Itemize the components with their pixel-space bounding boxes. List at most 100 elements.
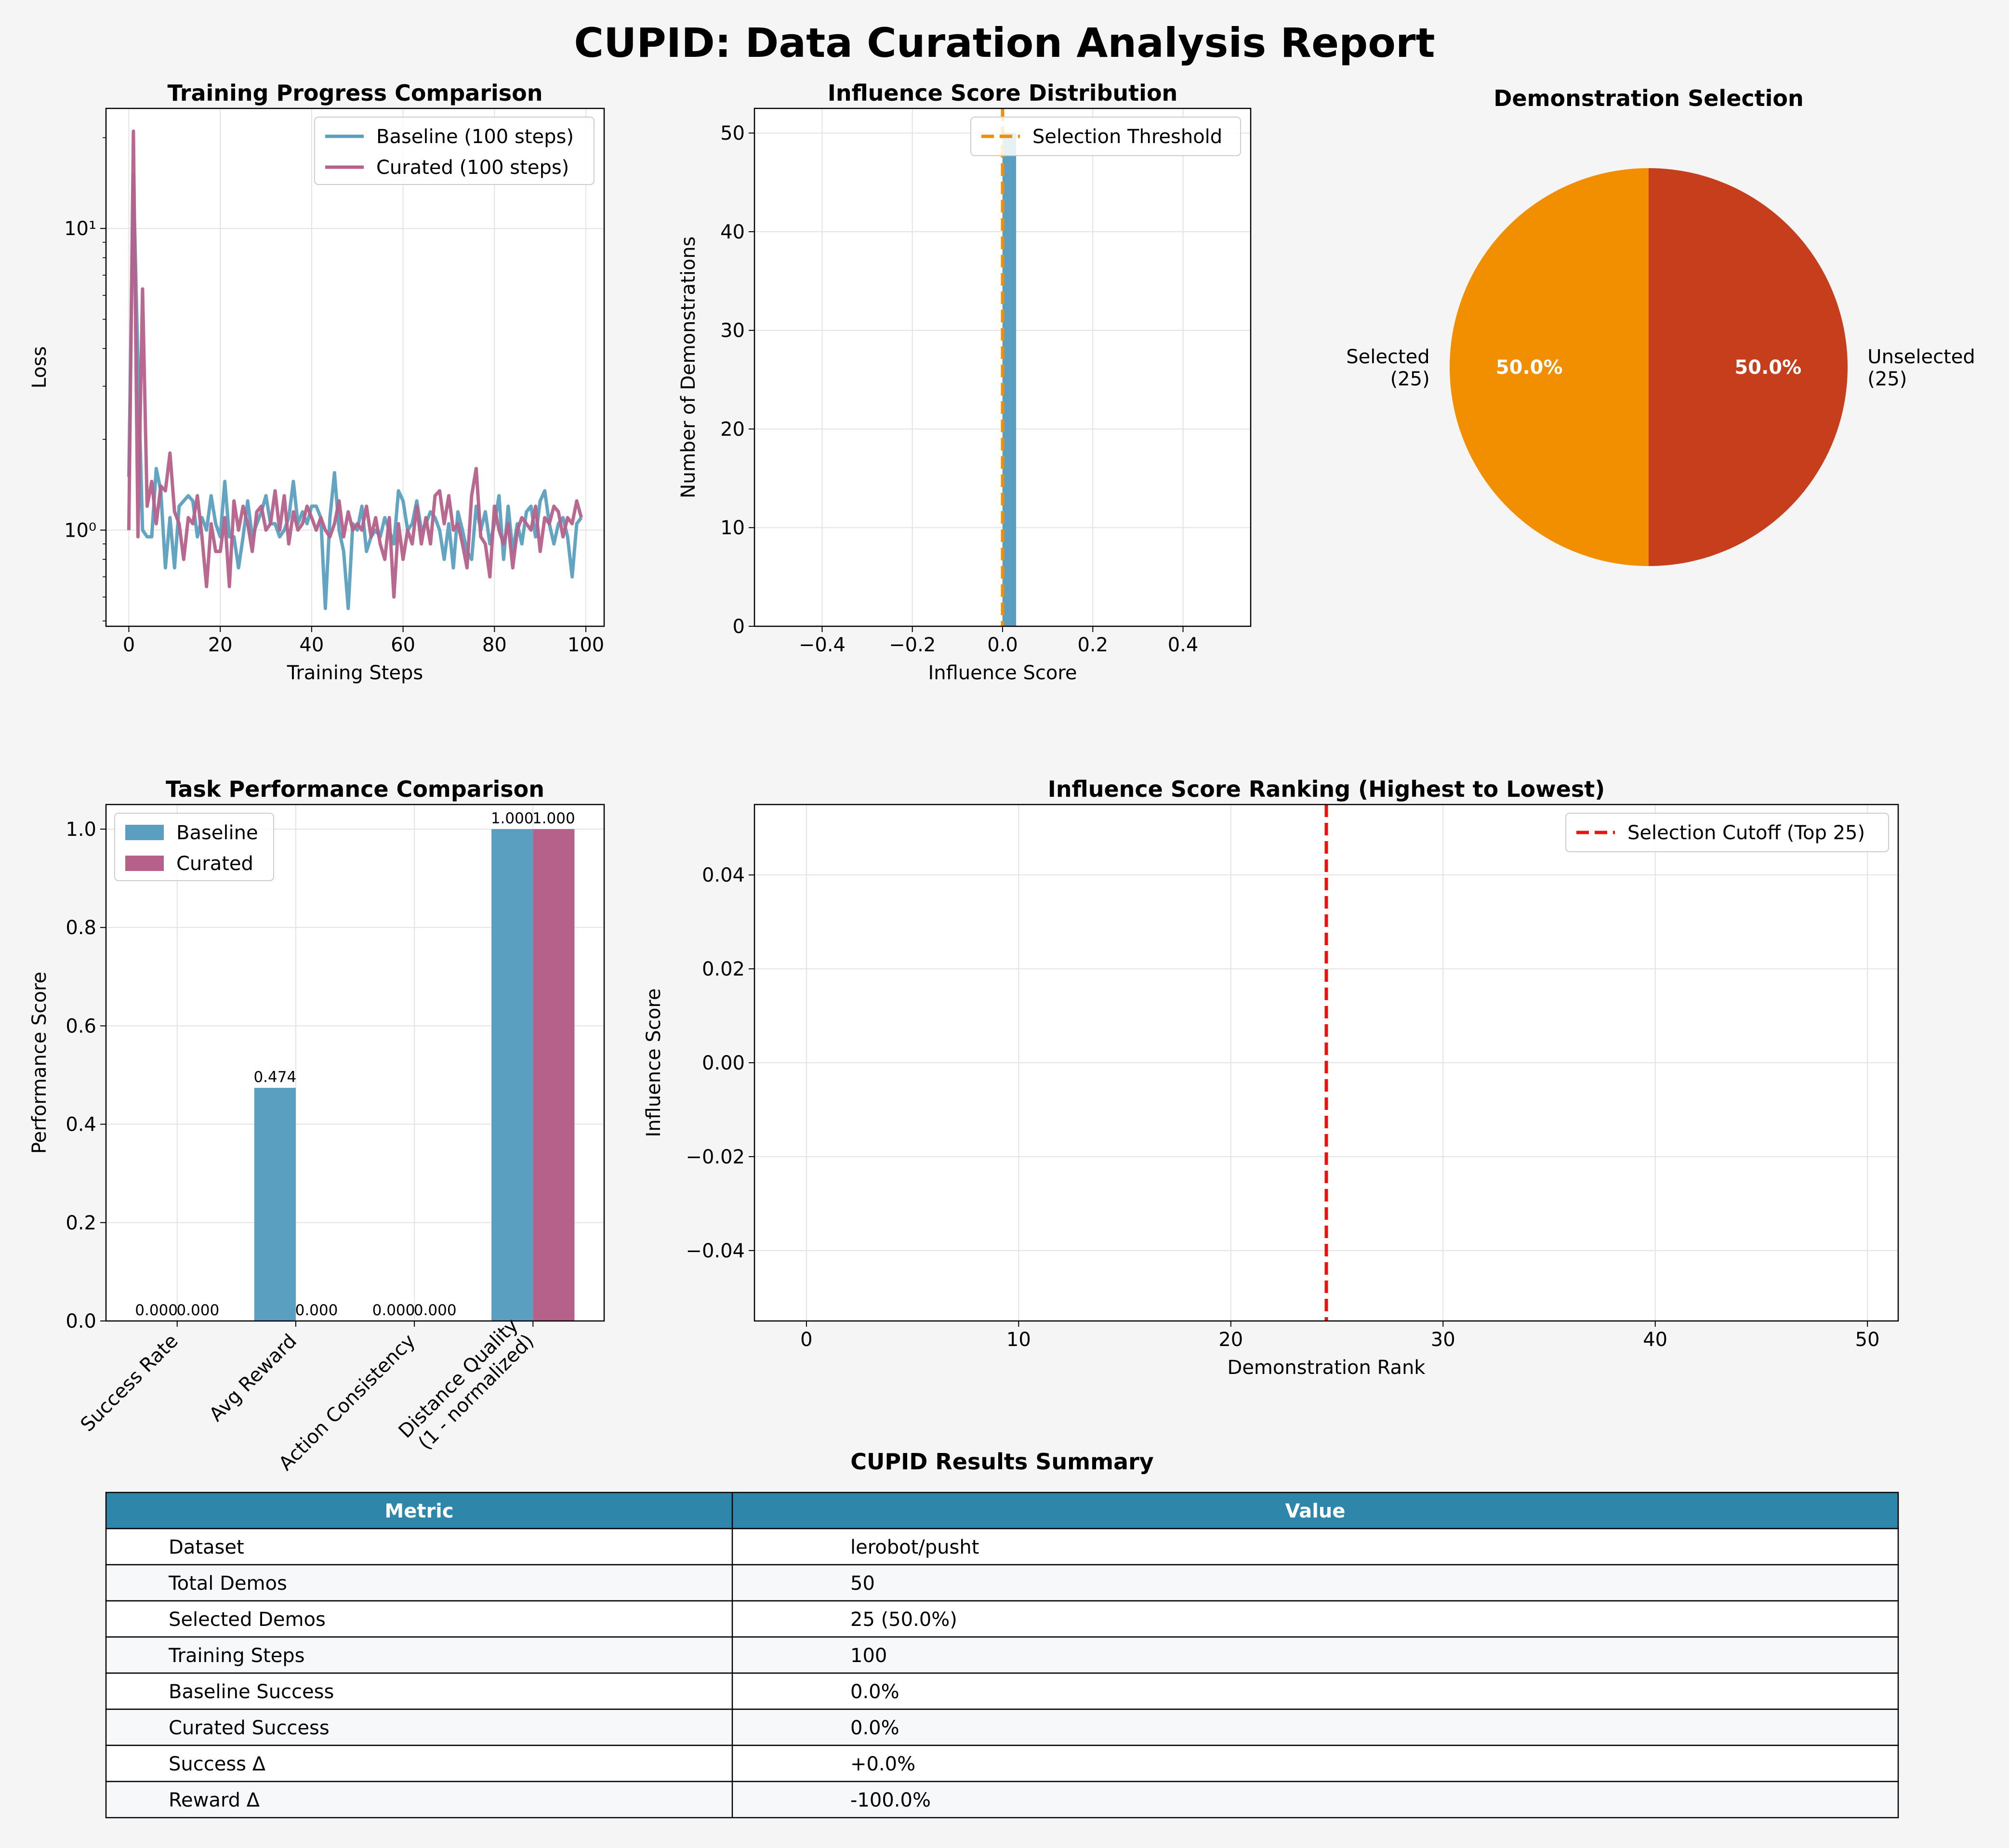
table-cell-metric: Dataset <box>169 1536 244 1558</box>
y-tick-label: 0.02 <box>702 958 745 980</box>
x-tick-label: 0 <box>800 1329 812 1351</box>
x-axis-label: Demonstration Rank <box>1228 1357 1426 1379</box>
legend-label: Selection Cutoff (Top 25) <box>1627 822 1865 844</box>
y-axis-label: Performance Score <box>28 972 51 1154</box>
bar-value-label: 1.000 <box>491 810 534 827</box>
x-tick-label: 10 <box>1006 1329 1031 1351</box>
x-tick-label: 0.2 <box>1077 634 1108 656</box>
y-tick-label: 0.00 <box>702 1052 745 1074</box>
x-tick-label: 50 <box>1855 1329 1880 1351</box>
pie-slice-selected <box>1450 168 1649 566</box>
table-cell-metric: Curated Success <box>169 1717 330 1739</box>
pie-slice-count: (25) <box>1867 368 1907 390</box>
y-axis-label: Loss <box>28 346 51 389</box>
table-cell-metric: Total Demos <box>168 1572 287 1595</box>
chart-title: Influence Score Ranking (Highest to Lowe… <box>1048 776 1605 802</box>
table-cell-metric: Training Steps <box>168 1645 304 1667</box>
axes-frame <box>753 804 1899 1322</box>
chart-title: Training Progress Comparison <box>167 80 542 106</box>
table-header-metric: Metric <box>384 1500 453 1522</box>
chart-title: Task Performance Comparison <box>166 776 544 802</box>
selection-pie-chart: Demonstration Selection50.0%Selected(25)… <box>1346 85 1975 566</box>
table-cell-value: 50 <box>850 1572 875 1595</box>
legend-box <box>1565 813 1889 852</box>
bar-value-label: 0.474 <box>253 1069 296 1086</box>
y-tick-label: 10 <box>720 517 745 539</box>
x-tick-label: 40 <box>1643 1329 1667 1351</box>
y-tick-label: 30 <box>720 320 745 342</box>
x-tick-label: 30 <box>1431 1329 1455 1351</box>
axes-frame <box>753 107 1252 627</box>
pie-slice-label: Selected <box>1346 346 1429 368</box>
bar-value-label: 1.000 <box>532 810 575 827</box>
legend-swatch <box>125 856 164 871</box>
table-cell-value: 25 (50.0%) <box>850 1609 957 1631</box>
pie-slice-count: (25) <box>1390 368 1430 390</box>
training-progress-chart: 0 20 40 60 80 100 10⁰ 10¹ Training Progress Comp… <box>28 80 605 684</box>
legend-label: Baseline <box>176 822 258 844</box>
y-tick-label: 0.04 <box>702 864 745 886</box>
x-tick-label: 0.0 <box>987 634 1018 656</box>
table-cell-metric: Baseline Success <box>169 1681 334 1703</box>
y-tick-label: 50 <box>720 122 745 145</box>
page-title: CUPID: Data Curation Analysis Report <box>574 19 1435 66</box>
table-cell-value: 0.0% <box>850 1717 899 1739</box>
y-tick-label: 0 <box>733 616 745 638</box>
histogram-bar <box>1003 133 1017 626</box>
bar-value-label: 0.000 <box>176 1302 219 1319</box>
y-tick-label: 0.2 <box>66 1212 96 1234</box>
table-cell-value: 0.0% <box>850 1681 899 1703</box>
table-cell-metric: Reward Δ <box>169 1789 260 1811</box>
table-header-row <box>105 1492 1899 1530</box>
y-tick-label: −0.02 <box>686 1146 745 1168</box>
bar-baseline <box>491 829 533 1321</box>
table-cell-metric: Selected Demos <box>169 1609 326 1631</box>
table-row <box>105 1528 1899 1566</box>
y-tick-label: 0.0 <box>66 1310 96 1333</box>
chart-title: Influence Score Distribution <box>828 80 1178 106</box>
y-tick-label: 10¹ <box>64 218 96 240</box>
bar-value-label: 0.000 <box>372 1302 415 1319</box>
table-row <box>105 1672 1899 1710</box>
y-tick-label: 0.6 <box>66 1015 96 1037</box>
table-row <box>105 1708 1899 1746</box>
legend-label: Curated <box>176 853 253 875</box>
table-row <box>105 1636 1899 1674</box>
bar-value-label: 0.000 <box>135 1302 178 1319</box>
pie-slice-label: Unselected <box>1867 346 1975 368</box>
results-summary-table: CUPID Results Summary Metric Value Dataset l… <box>105 1449 1899 1819</box>
axes-frame <box>105 804 605 1322</box>
x-tick-label: 40 <box>299 634 324 656</box>
x-tick-label: 100 <box>568 634 604 656</box>
x-tick-label: −0.4 <box>799 634 846 656</box>
chart-title: Demonstration Selection <box>1494 85 1804 111</box>
pie-pct-label: 50.0% <box>1496 356 1563 379</box>
y-axis-label: Influence Score <box>643 988 665 1137</box>
influence-histogram-chart: −0.4 −0.2 0.0 0.2 0.4 0 10 20 30 40 50 Influence Sc… <box>677 80 1252 684</box>
legend-box <box>314 117 595 185</box>
axes-frame <box>105 107 605 627</box>
table-cell-value: 100 <box>850 1645 887 1667</box>
table-row <box>105 1600 1899 1638</box>
x-tick-label: 0.4 <box>1168 634 1199 656</box>
y-axis-label: Number of Demonstrations <box>677 237 700 499</box>
x-tick-label: 0 <box>123 634 135 656</box>
table-row <box>105 1781 1899 1819</box>
influence-ranking-chart: 0 10 20 30 40 50 −0.04 −0.02 0.00 0.02 0.04 Influen… <box>643 776 1899 1379</box>
x-tick-label: 20 <box>208 634 233 656</box>
table-row <box>105 1564 1899 1602</box>
table-cell-value: -100.0% <box>850 1789 931 1811</box>
table-cell-value: +0.0% <box>850 1753 915 1775</box>
table-header-value: Value <box>1285 1500 1345 1522</box>
y-tick-label: 0.8 <box>66 917 96 939</box>
x-axis-label: Training Steps <box>287 662 423 684</box>
y-tick-label: 1.0 <box>66 818 96 841</box>
legend-swatch <box>125 825 164 840</box>
table-row <box>105 1744 1899 1782</box>
table-cell-metric: Success Δ <box>169 1753 266 1775</box>
bar-curated <box>533 829 575 1321</box>
y-tick-label: 40 <box>720 221 745 243</box>
loss-line-curated <box>127 129 583 599</box>
